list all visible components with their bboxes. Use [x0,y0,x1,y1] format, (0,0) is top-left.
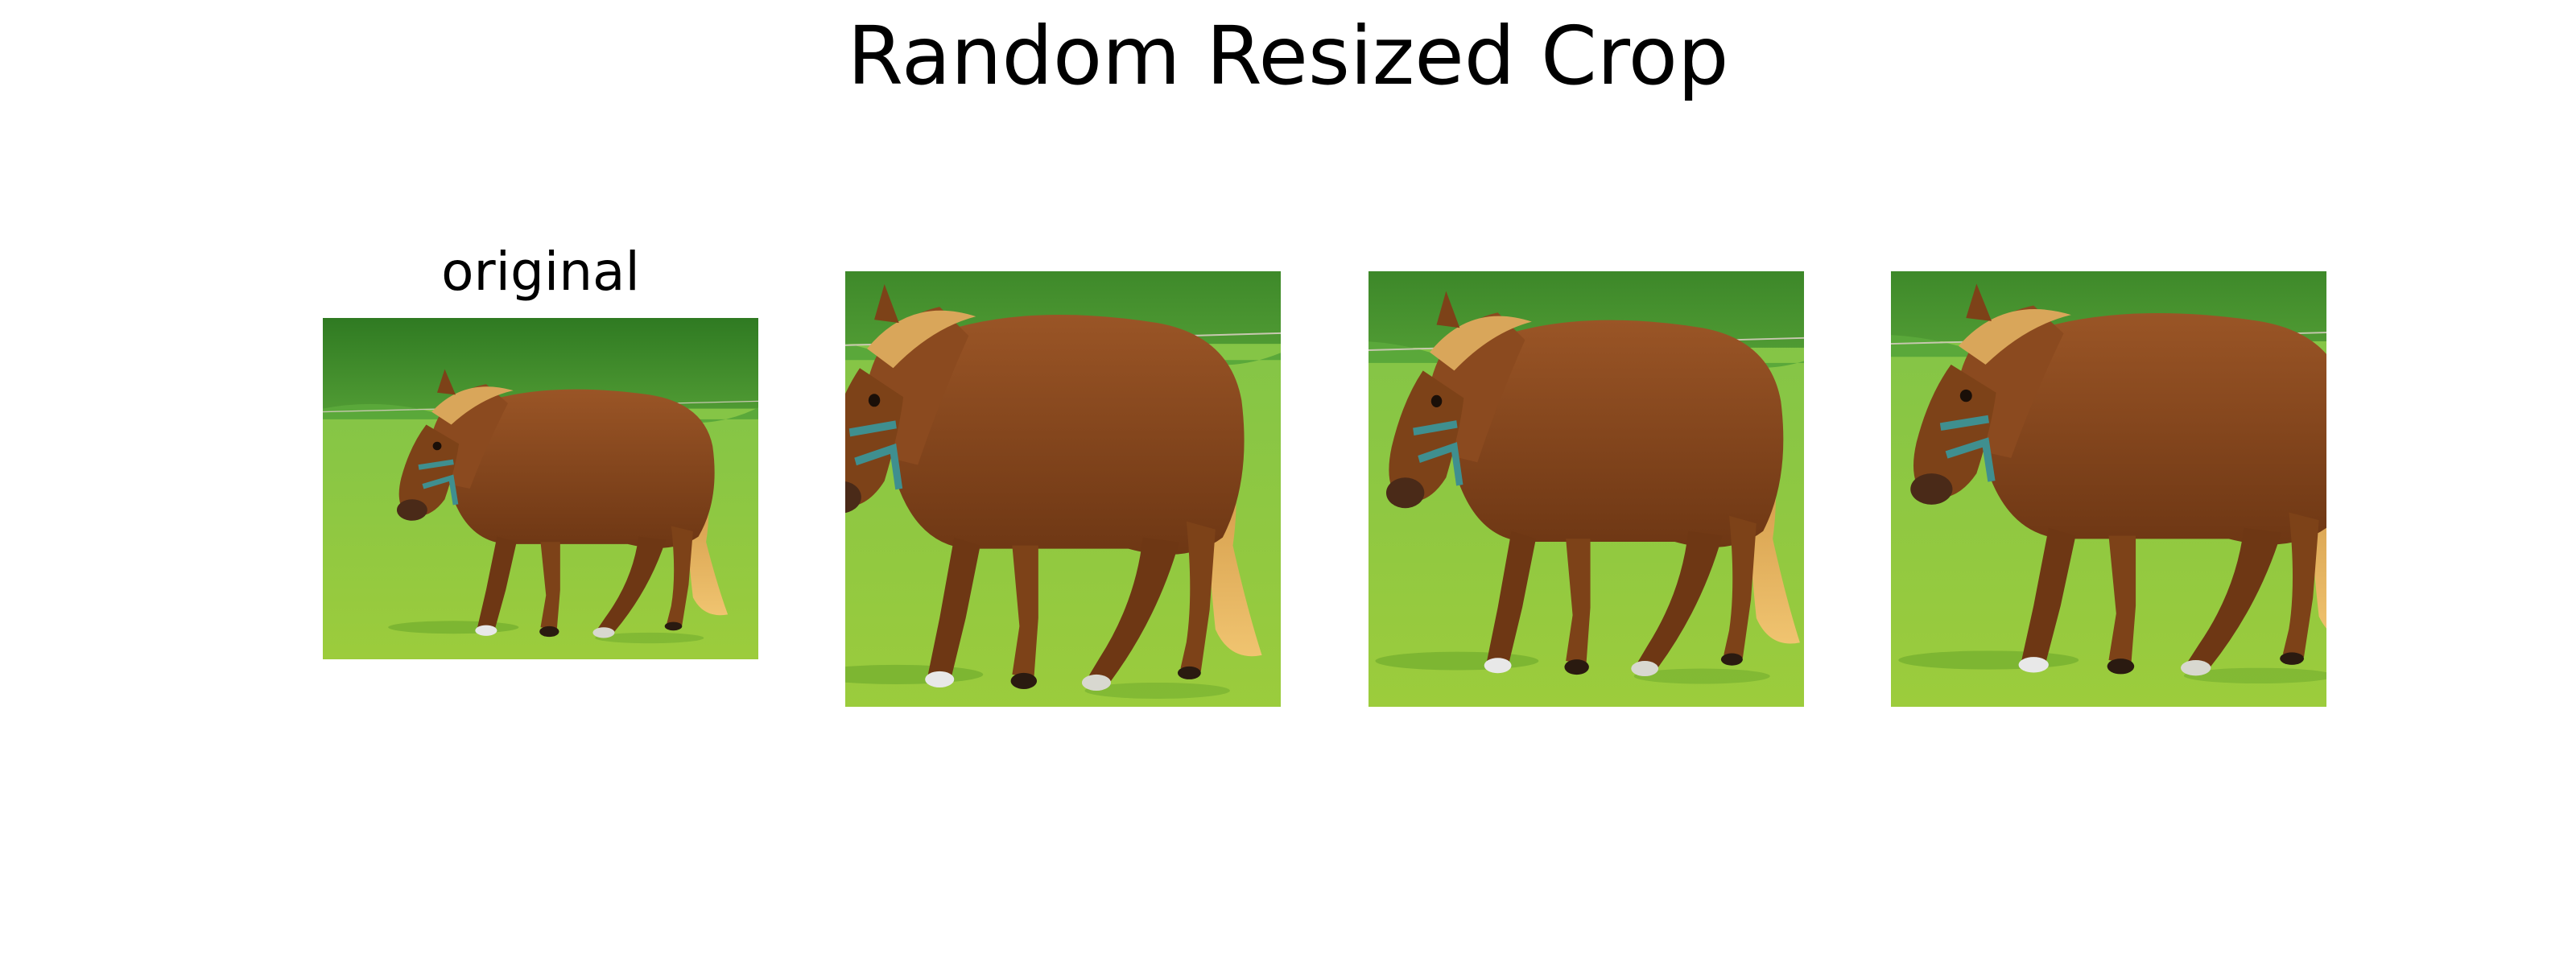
horse-photo-crop-3 [1891,271,2326,707]
horse-photo-original [323,318,758,659]
horse-photo-crop-2 [1368,271,1804,707]
horse-photo-crop-1 [845,271,1281,707]
panel-title-original: original [441,241,640,303]
figure-title: Random Resized Crop [847,9,1729,103]
